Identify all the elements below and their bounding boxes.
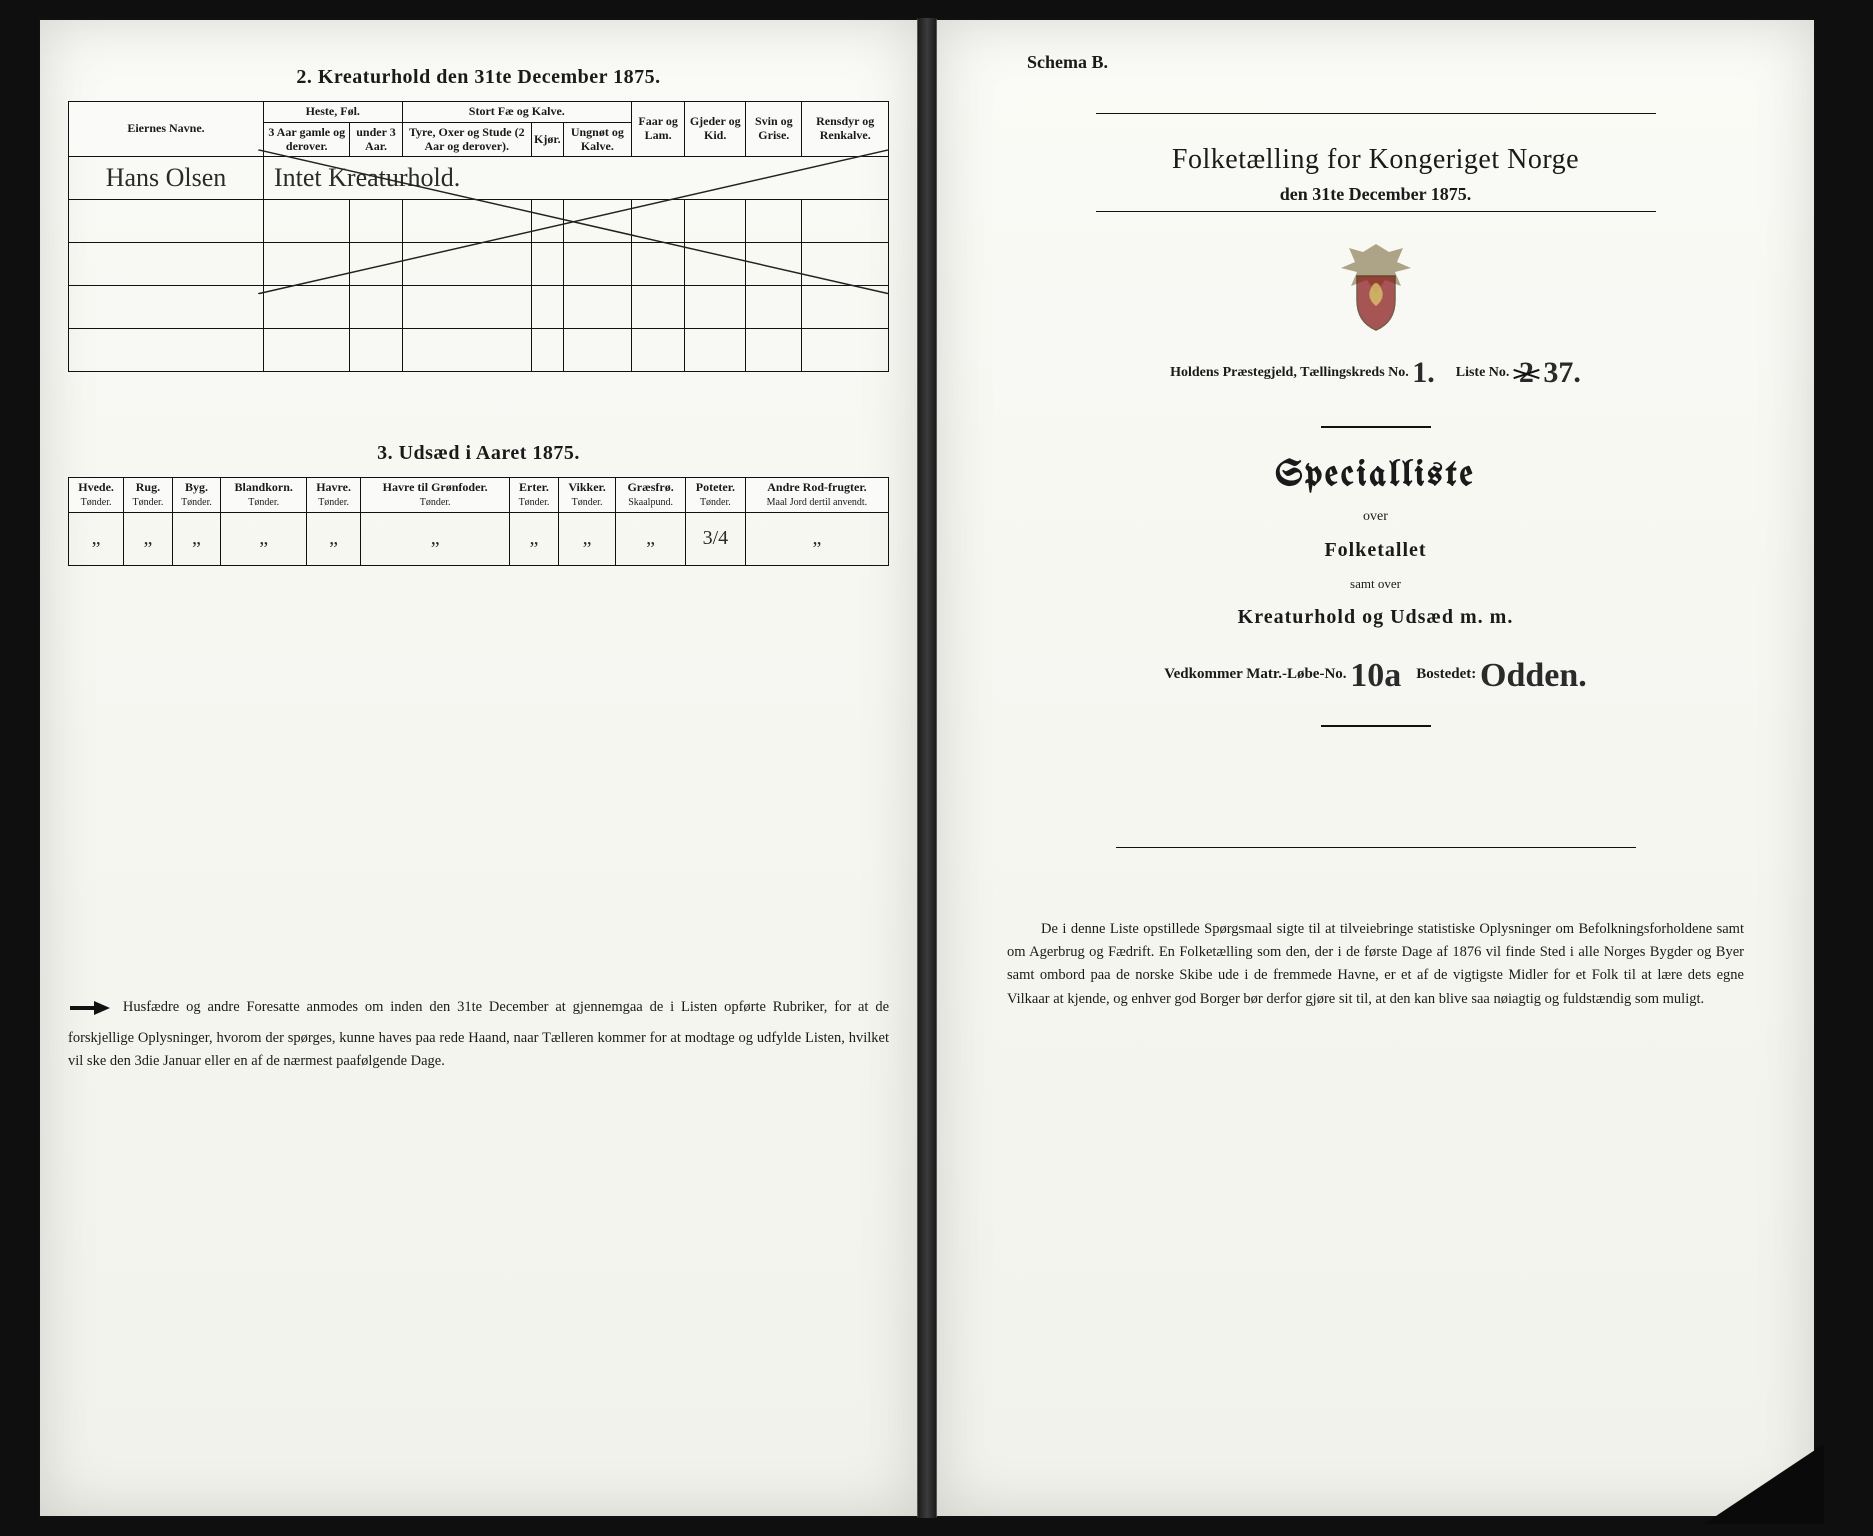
owner-value: Hans Olsen (69, 157, 264, 200)
sub-heste-0: 3 Aar gamle og derover. (264, 122, 350, 157)
seed-h-3: Blandkorn.Tønder. (221, 478, 307, 513)
seed-v-3: „ (221, 512, 307, 565)
seed-v-7: „ (558, 512, 616, 565)
samt-label: samt over (997, 576, 1754, 592)
section2-heading: 2. Kreaturhold den 31te December 1875. (68, 66, 889, 89)
hr-top (1096, 113, 1656, 114)
specialliste-heading: Specialliste (997, 458, 1754, 495)
right-footnote: De i denne Liste opstillede Spørgsmaal s… (1007, 918, 1744, 1011)
seed-v-6: „ (510, 512, 559, 565)
page-corner-tab (1704, 1444, 1824, 1524)
book-spread: 2. Kreaturhold den 31te December 1875. E… (0, 0, 1873, 1536)
hr-under-title (1096, 211, 1656, 212)
livestock-table: Eiernes Navne. Heste, Føl. Stort Fæ og K… (68, 101, 889, 372)
livestock-row-2 (69, 200, 889, 243)
matr-no: 10a (1350, 657, 1401, 694)
seed-v-10: „ (745, 512, 888, 565)
livestock-table-wrap: Eiernes Navne. Heste, Føl. Stort Fæ og K… (68, 101, 889, 372)
seed-h-0: Hvede.Tønder. (69, 478, 124, 513)
matr-label: Vedkommer Matr.-Løbe-No. (1164, 666, 1346, 682)
hr-short-1 (1321, 426, 1431, 428)
seed-v-9: 3/4 (685, 512, 745, 565)
seed-v-4: „ (307, 512, 361, 565)
seed-h-7: Vikker.Tønder. (558, 478, 616, 513)
owner-header: Eiernes Navne. (69, 102, 264, 157)
seed-h-1: Rug.Tønder. (124, 478, 173, 513)
group-stortfae: Stort Fæ og Kalve. (402, 102, 632, 123)
seed-h-2: Byg.Tønder. (172, 478, 221, 513)
kreds-no: 1. (1412, 356, 1435, 389)
pointing-hand-icon (68, 996, 116, 1027)
seed-table: Hvede.Tønder. Rug.Tønder. Byg.Tønder. Bl… (68, 477, 889, 566)
liste-struck: 2 (1513, 356, 1540, 390)
seed-h-8: Græsfrø.Skaalpund. (616, 478, 686, 513)
seed-h-5: Havre til Grønfoder.Tønder. (361, 478, 510, 513)
liste-no: 37. (1543, 356, 1581, 389)
kreatur-heading: Kreaturhold og Udsæd m. m. (997, 606, 1754, 629)
parish-label: Holdens Præstegjeld, Tællingskreds No. (1170, 365, 1409, 380)
hr-short-2 (1321, 725, 1431, 727)
livestock-row-1: Hans Olsen Intet Kreaturhold. (69, 157, 889, 200)
book-gutter (918, 18, 936, 1518)
seed-h-9: Poteter.Tønder. (685, 478, 745, 513)
seed-header-row: Hvede.Tønder. Rug.Tønder. Byg.Tønder. Bl… (69, 478, 889, 513)
livestock-row-5 (69, 329, 889, 372)
parish-line: Holdens Præstegjeld, Tællingskreds No. 1… (997, 356, 1754, 390)
right-page: Schema B. Folketælling for Kongeriget No… (936, 18, 1816, 1518)
sub-fae-2: Ungnøt og Kalve. (563, 122, 631, 157)
sub-fae-0: Tyre, Oxer og Stude (2 Aar og derover). (402, 122, 532, 157)
group-gjeder: Gjeder og Kid. (685, 102, 746, 157)
seed-value-row: „ „ „ „ „ „ „ „ „ 3/4 „ (69, 512, 889, 565)
sub-fae-1: Kjør. (532, 122, 564, 157)
seed-h-6: Erter.Tønder. (510, 478, 559, 513)
census-subtitle: den 31te December 1875. (997, 184, 1754, 205)
livestock-row-3 (69, 243, 889, 286)
left-footnote-block: Husfædre og andre Foresatte anmodes om i… (68, 996, 889, 1072)
livestock-row-4 (69, 286, 889, 329)
seed-v-8: „ (616, 512, 686, 565)
coat-of-arms-icon (1331, 238, 1421, 338)
seed-h-10: Andre Rod-frugter.Maal Jord dertil anven… (745, 478, 888, 513)
bosted-value: Odden. (1480, 657, 1587, 694)
left-page: 2. Kreaturhold den 31te December 1875. E… (38, 18, 918, 1518)
seed-v-5: „ (361, 512, 510, 565)
livestock-row-text: Intet Kreaturhold. (264, 157, 889, 200)
sub-heste-1: under 3 Aar. (350, 122, 402, 157)
bosted-line: Vedkommer Matr.-Løbe-No. 10a Bostedet: O… (997, 657, 1754, 695)
group-rensdyr: Rensdyr og Renkalve. (802, 102, 889, 157)
group-svin: Svin og Grise. (746, 102, 802, 157)
section3-heading: 3. Udsæd i Aaret 1875. (68, 442, 889, 465)
seed-v-2: „ (172, 512, 221, 565)
group-heste: Heste, Føl. (264, 102, 403, 123)
group-faar: Faar og Lam. (632, 102, 685, 157)
left-footnote-text: Husfædre og andre Foresatte anmodes om i… (68, 999, 889, 1069)
bosted-label: Bostedet: (1416, 666, 1476, 682)
seed-h-4: Havre.Tønder. (307, 478, 361, 513)
schema-label: Schema B. (1027, 52, 1754, 73)
seed-v-0: „ (69, 512, 124, 565)
hr-long (1116, 847, 1636, 848)
over-label: over (997, 509, 1754, 525)
census-title: Folketælling for Kongeriget Norge (997, 144, 1754, 176)
seed-v-1: „ (124, 512, 173, 565)
liste-label: Liste No. (1456, 365, 1510, 380)
folketallet-heading: Folketallet (997, 539, 1754, 562)
